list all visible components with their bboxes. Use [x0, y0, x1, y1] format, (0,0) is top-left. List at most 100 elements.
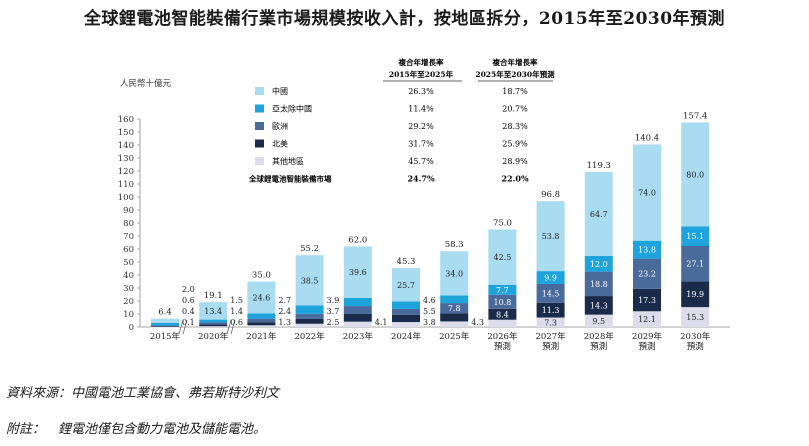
bar-total-label: 62.0	[348, 235, 367, 245]
bar-segment	[488, 294, 517, 309]
x-tick-label: 預測	[542, 341, 559, 352]
bar-segment	[295, 313, 324, 319]
legend-cagr: 28.3%	[502, 122, 528, 131]
bar-segment	[199, 319, 228, 323]
legend-label: 歐洲	[272, 121, 288, 131]
legend-cagr: 31.7%	[408, 140, 434, 149]
source-note: 資料來源：中國電池工業協會、弗若斯特沙利文	[6, 386, 280, 401]
segment-value-label: 27.1	[686, 260, 704, 269]
segment-value-label: 1.5	[230, 296, 243, 305]
axis-break-mark	[226, 319, 232, 335]
segment-value-label: 1.4	[230, 307, 243, 316]
segment-value-label: 9.9	[544, 274, 557, 283]
segment-value-label: 19.9	[686, 290, 704, 299]
legend-total-cagr: 24.7%	[407, 174, 434, 184]
y-tick-label: 70	[123, 232, 134, 242]
segment-value-label: 2.4	[278, 307, 291, 316]
x-tick-label: 2027年	[536, 331, 567, 342]
x-tick-label: 2030年	[680, 331, 711, 342]
segment-value-label: 15.1	[686, 232, 704, 241]
segment-value-label: 53.8	[542, 232, 560, 241]
legend-cagr: 11.4%	[408, 105, 434, 114]
legend-total-cagr: 22.0%	[501, 174, 528, 184]
bar-segment	[440, 313, 469, 322]
legend-label: 中國	[272, 86, 288, 96]
bar-total-label: 19.1	[204, 291, 223, 301]
segment-value-label: 13.8	[638, 246, 656, 255]
segment-value-label: 12.0	[590, 260, 608, 269]
y-tick-label: 130	[118, 154, 134, 164]
bar-segment	[536, 283, 565, 303]
bar-segment	[681, 226, 710, 247]
bar-segment	[151, 325, 179, 327]
y-tick-label: 100	[118, 193, 134, 203]
bar-segment	[488, 229, 517, 285]
bar-total-label: 35.0	[252, 271, 271, 281]
legend-swatch	[255, 122, 264, 130]
bar-segment	[633, 240, 661, 259]
legend-header: 複合年增長率	[492, 57, 538, 67]
bar-segment	[199, 324, 228, 327]
legend-swatch	[255, 157, 264, 165]
segment-value-label: 7.3	[544, 318, 557, 327]
x-tick-label: 2022年	[295, 331, 326, 342]
bar-segment	[392, 314, 420, 323]
bar-segment	[536, 317, 565, 327]
segment-value-label: 80.0	[686, 170, 704, 179]
legend-swatch	[255, 104, 264, 113]
segment-value-label: 1.3	[278, 318, 291, 327]
footnote-label: 附註：	[6, 422, 46, 437]
segment-value-label: 4.6	[423, 296, 436, 305]
segment-value-label: 2.0	[182, 285, 195, 294]
bar-segment	[488, 284, 517, 295]
segment-value-label: 3.9	[327, 296, 340, 305]
y-tick-label: 110	[118, 180, 134, 190]
segment-value-label: 0.1	[182, 318, 195, 327]
segment-value-label: 12.1	[638, 315, 656, 324]
bar-segment	[440, 303, 469, 314]
segment-value-label: 5.5	[423, 307, 436, 316]
bar-segment	[151, 322, 179, 326]
segment-value-label: 4.1	[375, 318, 388, 327]
x-tick-label: 預測	[638, 341, 655, 352]
x-tick-label: 2029年	[632, 331, 663, 342]
segment-value-label: 0.6	[182, 296, 195, 305]
legend-total-label: 全球鋰電池智能裝備市場	[248, 174, 332, 184]
x-tick-label: 2028年	[584, 331, 615, 342]
segment-value-label: 24.6	[252, 293, 270, 302]
segment-value-label: 34.0	[445, 269, 463, 278]
segment-value-label: 10.8	[493, 298, 511, 307]
bar-total-label: 45.3	[397, 257, 416, 267]
segment-value-label: 8.4	[496, 310, 509, 319]
y-tick-label: 40	[123, 271, 134, 281]
y-tick-label: 50	[123, 258, 134, 268]
segment-value-label: 11.3	[542, 306, 560, 315]
bar-segment	[247, 322, 276, 326]
legend-label: 其他地區	[272, 156, 304, 166]
bar-segment	[633, 311, 661, 327]
segment-value-label: 2.5	[327, 318, 340, 327]
bar-segment	[633, 144, 661, 241]
bar-segment	[151, 326, 179, 328]
legend-cagr: 20.7%	[502, 105, 528, 114]
y-axis-label: 人民幣十億元	[120, 78, 172, 89]
bar-segment	[392, 308, 420, 315]
bar-segment	[440, 321, 469, 327]
legend-header: 2025年至2030年預測	[475, 69, 555, 79]
legend-header: 2015年至2025年	[389, 69, 454, 79]
bar-segment	[440, 251, 469, 296]
axis-break-mark	[230, 319, 236, 335]
legend-swatch	[255, 139, 264, 148]
bar-segment	[633, 258, 661, 289]
x-tick-label: 2025年	[439, 331, 470, 342]
bar-total-label: 58.3	[445, 240, 464, 250]
bar-segment	[295, 305, 324, 314]
bar-segment	[440, 295, 469, 304]
segment-value-label: 15.3	[686, 313, 704, 322]
bar-segment	[343, 297, 372, 307]
y-tick-label: 80	[123, 219, 134, 229]
chart-title: 全球鋰電池智能裝備行業市場規模按收入計，按地區拆分，2015年至2030年預測	[83, 9, 726, 29]
bar-segment	[199, 322, 228, 325]
bar-segment	[199, 302, 228, 320]
bar-segment	[584, 256, 613, 272]
